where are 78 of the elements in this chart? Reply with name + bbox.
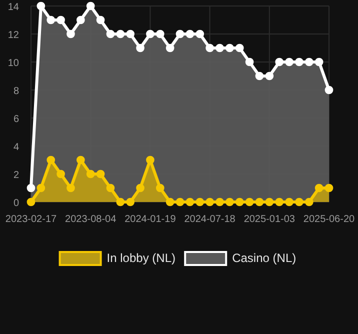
point [225, 44, 234, 52]
x-tick-label: 2025-01-03 [244, 214, 296, 225]
point [126, 30, 135, 38]
point [196, 198, 204, 206]
y-tick-label: 6 [13, 114, 20, 125]
point [136, 184, 144, 192]
legend-label: Casino (NL) [232, 251, 296, 265]
point [275, 58, 284, 66]
point [156, 184, 164, 192]
point [314, 184, 324, 192]
point [26, 184, 36, 192]
point [304, 58, 314, 66]
point [176, 30, 184, 38]
x-tick-label: 2024-01-19 [124, 214, 176, 225]
point [245, 198, 254, 206]
point [26, 198, 36, 206]
point [106, 184, 115, 192]
point [265, 198, 274, 206]
point [116, 198, 125, 206]
point [245, 58, 254, 66]
point [36, 184, 46, 192]
point [116, 30, 125, 38]
point [56, 170, 65, 178]
point [206, 44, 214, 52]
point [166, 44, 174, 52]
point [146, 156, 154, 164]
y-tick-label: 2 [13, 170, 20, 181]
point [295, 198, 304, 206]
point [255, 72, 264, 80]
point [46, 156, 56, 164]
point [76, 16, 85, 24]
point [265, 72, 274, 80]
point [275, 198, 284, 206]
point [295, 58, 304, 66]
point [156, 30, 164, 38]
point [235, 198, 244, 206]
point [76, 156, 85, 164]
point [96, 16, 105, 24]
point [166, 198, 174, 206]
y-tick-label: 14 [8, 2, 20, 13]
point [126, 198, 135, 206]
point [106, 30, 115, 38]
x-tick-label: 2024-07-18 [184, 214, 236, 225]
point [324, 184, 334, 192]
point [285, 198, 294, 206]
point [176, 198, 184, 206]
point [314, 58, 324, 66]
point [304, 198, 314, 206]
point [46, 16, 56, 24]
point [216, 44, 224, 52]
y-tick-label: 10 [8, 58, 20, 69]
point [36, 2, 46, 10]
y-tick-label: 4 [13, 142, 20, 153]
point [56, 16, 65, 24]
point [285, 58, 294, 66]
point [86, 170, 95, 178]
point [96, 170, 105, 178]
x-tick-label: 2025-06-20 [303, 214, 356, 225]
point [186, 30, 194, 38]
point [66, 184, 75, 192]
point [146, 30, 154, 38]
point [86, 2, 95, 10]
point [186, 198, 194, 206]
point [235, 44, 244, 52]
x-tick-label: 2023-02-17 [5, 214, 58, 225]
point [136, 44, 144, 52]
point [324, 86, 334, 94]
point [196, 30, 204, 38]
point [255, 198, 264, 206]
point [216, 198, 224, 206]
point [66, 30, 75, 38]
legend-label: In lobby (NL) [106, 251, 176, 265]
y-tick-label: 0 [13, 198, 20, 209]
point [206, 198, 214, 206]
x-tick-label: 2023-08-04 [65, 214, 117, 225]
y-tick-label: 12 [8, 30, 20, 41]
y-tick-label: 8 [13, 86, 20, 97]
point [225, 198, 234, 206]
